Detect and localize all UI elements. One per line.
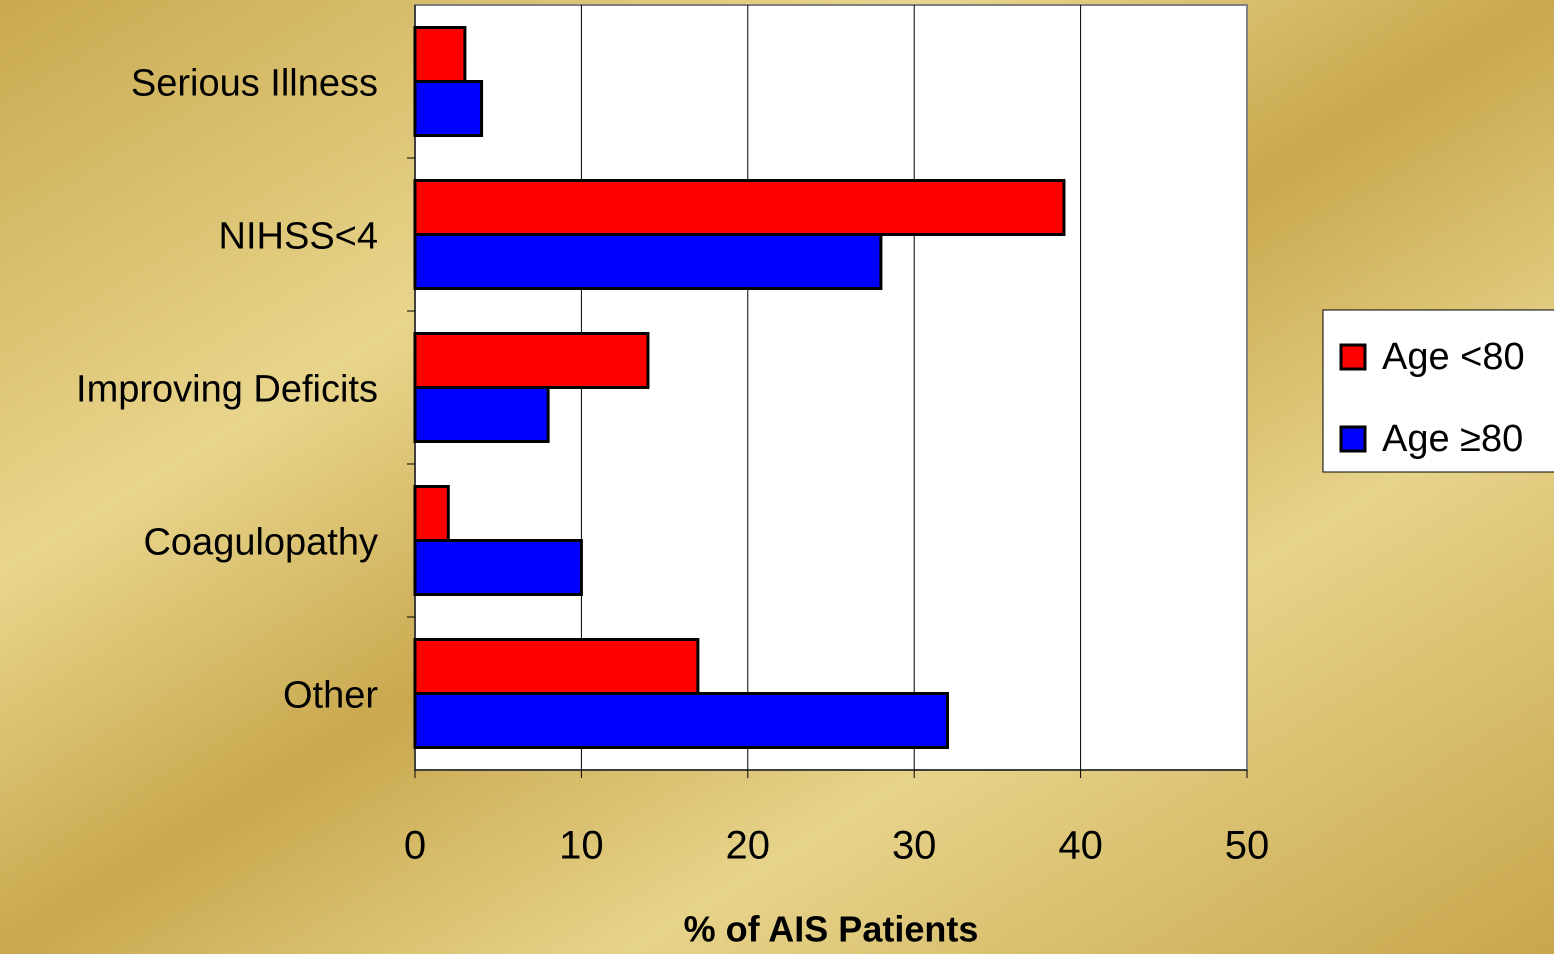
y-tick-label: Other — [283, 675, 378, 717]
bar — [413, 386, 550, 443]
x-tick-label: 0 — [404, 824, 426, 868]
x-tick-label: 40 — [1058, 824, 1103, 868]
legend-label: Age <80 — [1382, 336, 1525, 378]
legend-label: Age ≥80 — [1382, 418, 1523, 460]
bar — [413, 26, 467, 83]
bar — [413, 539, 583, 596]
bar — [413, 332, 650, 389]
bar — [413, 692, 949, 749]
bar — [413, 179, 1066, 236]
y-tick-label: Coagulopathy — [143, 522, 378, 564]
x-tick-label: 50 — [1225, 824, 1270, 868]
legend-swatch — [1339, 343, 1367, 371]
bar — [413, 485, 450, 542]
bar — [413, 233, 883, 290]
bar — [413, 80, 484, 137]
x-tick-label: 30 — [892, 824, 937, 868]
x-axis-label: % of AIS Patients — [684, 909, 979, 950]
legend-swatch — [1339, 425, 1367, 453]
bar — [413, 638, 700, 695]
y-tick-label: NIHSS<4 — [219, 216, 378, 258]
y-tick-label: Improving Deficits — [76, 369, 378, 411]
x-tick-label: 20 — [726, 824, 771, 868]
y-tick-label: Serious Illness — [131, 63, 378, 105]
x-tick-label: 10 — [559, 824, 604, 868]
